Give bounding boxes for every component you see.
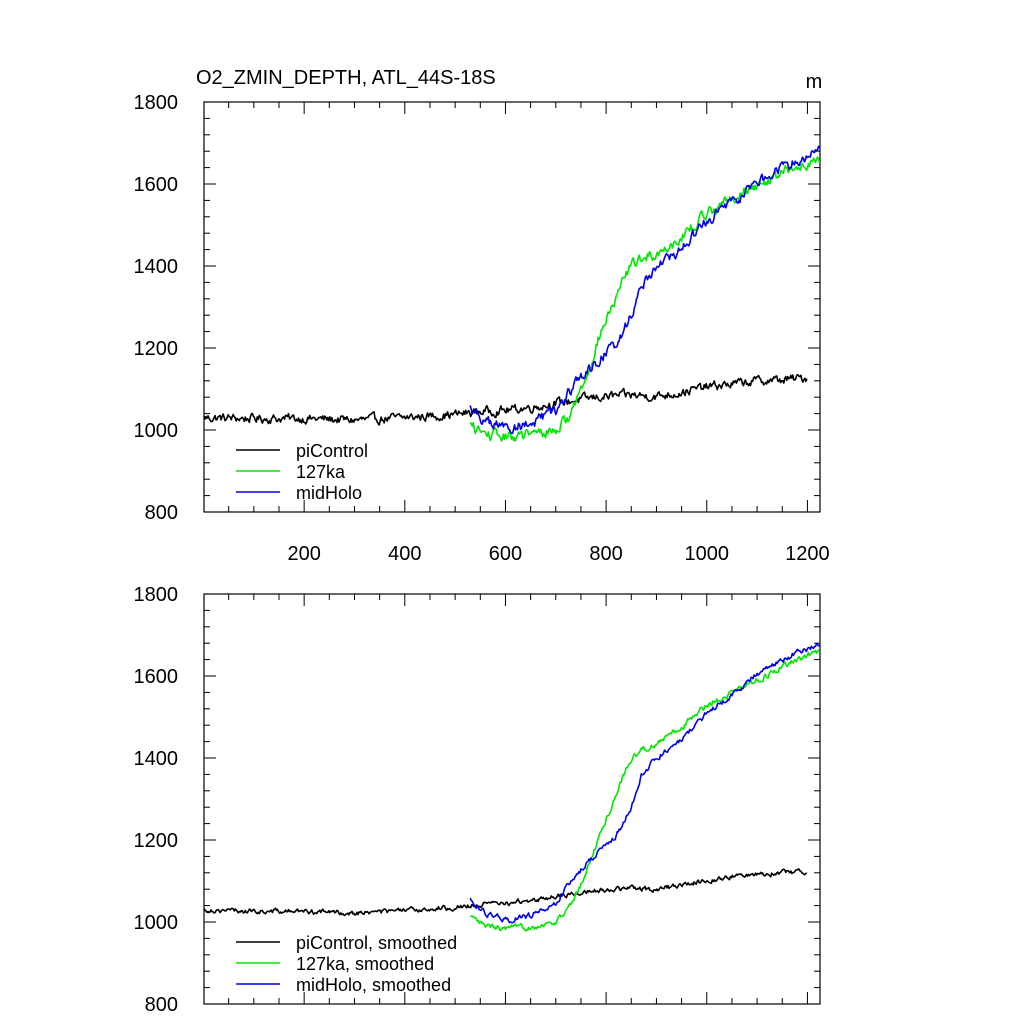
chart-title: O2_ZMIN_DEPTH, ATL_44S-18S	[196, 67, 496, 89]
legend-label: piControl	[296, 441, 368, 461]
plot-frame	[203, 593, 821, 1005]
series-line-midholo	[469, 643, 820, 924]
series-line-127ka	[469, 156, 821, 442]
legend-label: midHolo, smoothed	[296, 975, 451, 995]
y-tick-label: 1600	[134, 174, 179, 196]
x-tick-label: 200	[287, 543, 320, 565]
bottom-panel: 800 1000 1200 1400 1600 1800 piControl, smooth…	[134, 584, 821, 1016]
y-tick-label: 800	[145, 502, 178, 524]
y-tick-label: 1000	[134, 912, 179, 934]
legend-label: piControl, smoothed	[296, 933, 457, 953]
x-tick-label: 400	[388, 543, 421, 565]
x-tick-label: 800	[589, 543, 622, 565]
y-tick-label: 1200	[134, 338, 179, 360]
legend-label: 127ka	[296, 462, 346, 482]
x-tick-label: 600	[489, 543, 522, 565]
x-tick-label: 1200	[785, 543, 830, 565]
series-line-picontrol	[203, 868, 808, 917]
series-line-picontrol	[203, 373, 808, 426]
y-tick-label: 1400	[134, 748, 179, 770]
plot-frame	[203, 101, 821, 513]
legend-label: 127ka, smoothed	[296, 954, 434, 974]
x-tick-label: 1000	[685, 543, 730, 565]
units-label: m	[806, 71, 823, 93]
top-panel: 800 1000 1200 1400 1600 1800 200 400 600 800 1000 1…	[134, 67, 830, 565]
series-line-127ka	[469, 648, 821, 932]
series-line-midholo	[469, 145, 821, 435]
y-tick-label: 1000	[134, 420, 179, 442]
legend-label: midHolo	[296, 483, 362, 503]
y-tick-label: 1800	[134, 92, 179, 114]
y-tick-label: 1600	[134, 666, 179, 688]
y-tick-label: 1200	[134, 830, 179, 852]
y-tick-label: 1800	[134, 584, 179, 606]
y-tick-label: 800	[145, 994, 178, 1016]
y-tick-label: 1400	[134, 256, 179, 278]
